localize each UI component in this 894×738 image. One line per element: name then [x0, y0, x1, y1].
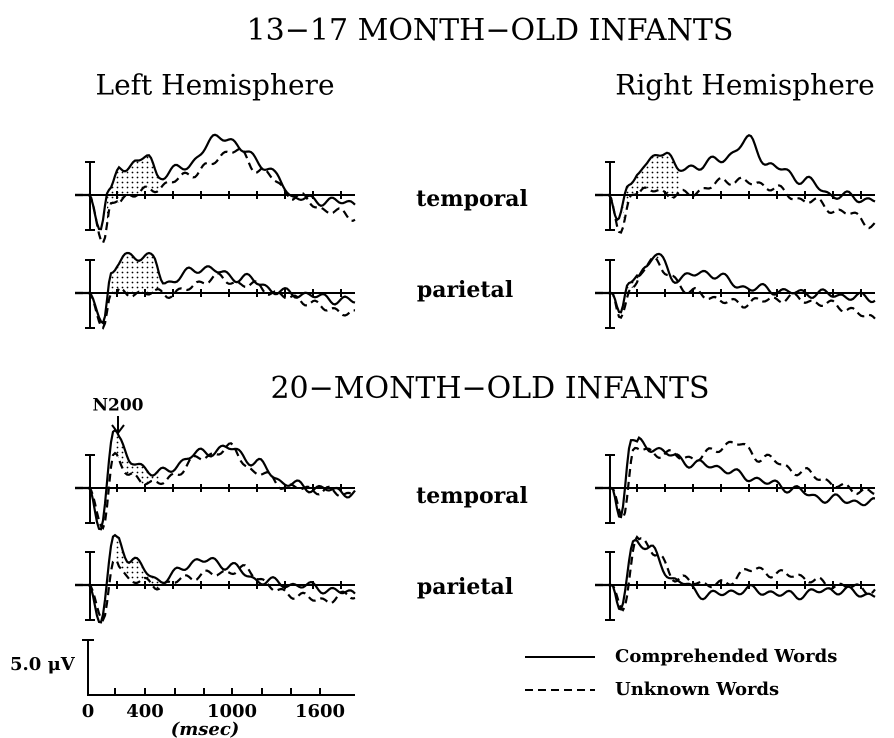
row-label: parietal	[417, 277, 513, 303]
comprehended-wave	[75, 251, 356, 325]
time-ticks	[636, 484, 862, 492]
time-ticks	[116, 191, 342, 199]
right-label: Right Hemisphere	[615, 69, 875, 102]
annotation: N200	[92, 396, 143, 416]
waveforms	[75, 133, 876, 624]
scale-bar	[82, 639, 355, 696]
row-label: parietal	[417, 574, 513, 600]
left-label: Left Hemisphere	[95, 69, 334, 102]
title: 13−17 MONTH−OLD INFANTS	[247, 13, 734, 48]
legend-label: Unknown Words	[615, 679, 779, 700]
time-ticks	[636, 191, 862, 199]
difference-shading	[115, 430, 159, 485]
comprehended-wave	[595, 538, 876, 611]
scale-tick: 1600	[295, 701, 345, 722]
scale-tick: 0	[82, 701, 95, 722]
scale-tick: 1000	[207, 701, 257, 722]
title: 20−MONTH−OLD INFANTS	[270, 371, 709, 406]
row-label: temporal	[416, 483, 528, 509]
comprehended-wave	[595, 133, 876, 222]
unknown-wave	[595, 176, 876, 234]
legend-label: Comprehended Words	[615, 646, 837, 667]
difference-shading	[623, 152, 679, 228]
difference-shading	[109, 252, 159, 300]
unknown-wave	[595, 440, 876, 521]
comprehended-wave	[75, 133, 356, 231]
comprehended-wave	[595, 436, 876, 519]
scale-unit: (msec)	[171, 719, 240, 738]
unknown-wave	[75, 147, 356, 246]
time-ticks	[116, 581, 342, 589]
row-label: temporal	[416, 186, 528, 212]
unknown-wave	[75, 558, 356, 622]
difference-shading	[627, 253, 661, 299]
scale-amplitude: 5.0 μV	[10, 654, 76, 675]
unknown-wave	[595, 256, 876, 320]
unknown-wave	[595, 535, 876, 612]
comprehended-wave	[595, 252, 876, 314]
comprehended-wave	[75, 428, 356, 531]
unknown-wave	[75, 442, 356, 531]
difference-shading	[107, 155, 159, 225]
scale-tick: 400	[126, 701, 164, 722]
comprehended-wave	[75, 533, 356, 624]
